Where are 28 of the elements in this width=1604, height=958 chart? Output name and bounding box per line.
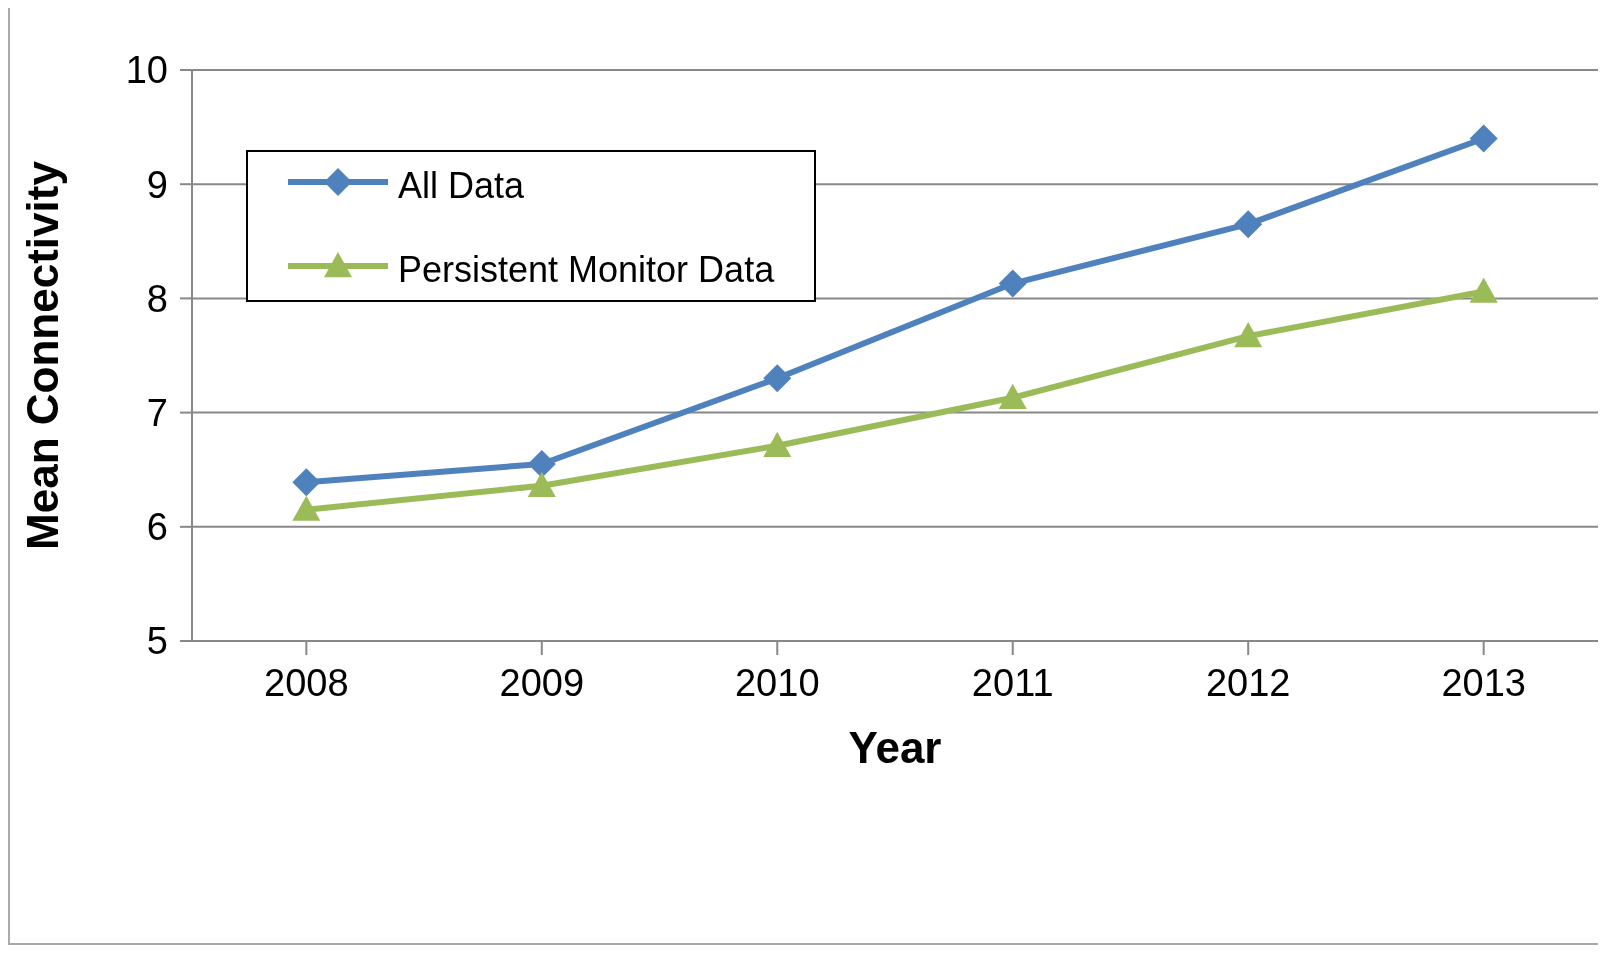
point — [527, 449, 556, 478]
y-tick-label: 6 — [146, 506, 168, 549]
point — [763, 364, 792, 393]
point — [998, 269, 1027, 298]
point — [998, 383, 1027, 409]
x-tick-label: 2009 — [499, 661, 585, 704]
y-tick-label: 8 — [146, 277, 168, 320]
x-axis-title: Year — [848, 723, 942, 772]
x-tick-label: 2008 — [264, 661, 349, 704]
legend-label: All Data — [398, 164, 525, 208]
y-tick-label: 9 — [146, 163, 168, 206]
x-tick-label: 2011 — [971, 661, 1054, 704]
point — [1234, 322, 1263, 348]
y-tick-label: 7 — [146, 392, 168, 435]
point — [1469, 277, 1498, 303]
y-tick-label: 10 — [125, 49, 168, 92]
point — [292, 468, 321, 497]
x-tick-label: 2012 — [1205, 661, 1291, 704]
point — [1469, 124, 1498, 153]
point — [763, 431, 792, 457]
point — [292, 495, 321, 521]
legend-label: Persistent Monitor Data — [398, 248, 775, 292]
y-tick-label: 5 — [146, 620, 168, 663]
point — [527, 471, 556, 497]
x-tick-label: 2010 — [734, 661, 820, 704]
point — [1234, 210, 1263, 239]
y-axis-title: Mean Connectivity — [17, 160, 67, 550]
x-tick-label: 2013 — [1441, 661, 1526, 704]
